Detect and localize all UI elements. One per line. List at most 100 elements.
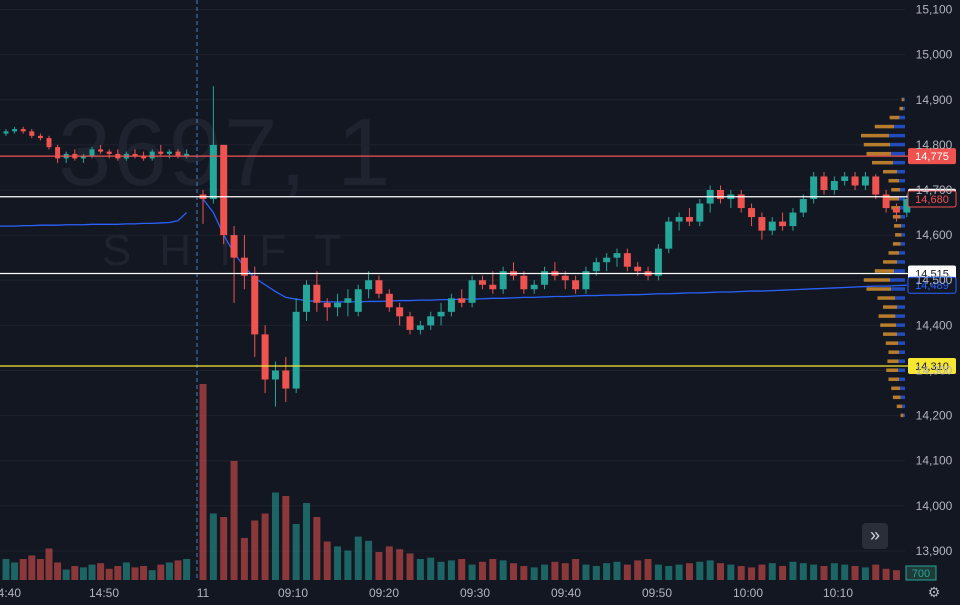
candle — [406, 316, 414, 330]
volume-bar — [872, 564, 880, 580]
volume-bar — [240, 538, 248, 580]
candle — [696, 203, 704, 222]
candle — [685, 217, 693, 222]
candle — [582, 271, 590, 290]
volume-bar — [2, 559, 10, 580]
candle — [737, 194, 745, 209]
candle — [106, 151, 112, 154]
candle — [789, 212, 797, 227]
volume-bar — [665, 566, 673, 580]
gear-icon[interactable]: ⚙ — [927, 584, 941, 600]
candle — [592, 262, 600, 272]
volume-bar — [36, 559, 44, 580]
volume-bar — [768, 563, 776, 580]
volume-bar — [334, 546, 342, 580]
volume-bar — [489, 559, 497, 580]
volume-bar — [851, 566, 859, 580]
volume-profile-bar — [894, 269, 905, 273]
volume-bar — [313, 517, 321, 580]
volume-profile-bar — [901, 224, 905, 228]
volume-bar — [131, 567, 139, 580]
volume-profile-bar — [898, 341, 905, 345]
candle — [489, 284, 497, 290]
volume-profile-bar — [886, 368, 899, 372]
y-tick-label: 13,900 — [916, 544, 953, 558]
volume-bar — [323, 541, 331, 580]
candle — [541, 271, 549, 285]
double-chevron-right-icon[interactable]: » — [862, 523, 888, 549]
volume-bar — [251, 520, 259, 580]
volume-bar — [447, 560, 455, 580]
volume-profile-bar — [891, 206, 900, 210]
candle — [882, 194, 890, 209]
candle — [892, 208, 900, 213]
volume-profile-bar — [896, 404, 902, 409]
y-tick-label: 15,100 — [916, 3, 953, 17]
volume-profile-bar — [895, 314, 905, 318]
candle — [141, 156, 147, 159]
volume-bar — [820, 566, 828, 580]
volume-profile-bar — [899, 178, 905, 183]
volume-bar — [437, 561, 445, 580]
volume-profile-bar — [903, 413, 905, 418]
volume-profile-bar — [878, 314, 896, 318]
volume-profile-bar — [898, 368, 905, 372]
volume-profile-bar — [863, 142, 890, 147]
volume-bar — [841, 564, 849, 580]
volume-profile-bar — [863, 278, 890, 282]
volume-bar — [385, 546, 393, 580]
volume-profile-bar — [888, 377, 899, 382]
volume-profile-bar — [883, 169, 897, 174]
candle — [851, 176, 859, 186]
volume-bar — [165, 562, 173, 580]
volume-profile-bar — [877, 296, 895, 300]
candle — [841, 176, 849, 181]
volume-bar — [148, 570, 156, 580]
volume-profile-bar — [894, 224, 901, 228]
volume-profile-bar — [889, 115, 900, 120]
volume-bar — [230, 461, 238, 580]
candle — [313, 284, 321, 303]
candle — [365, 280, 373, 290]
x-tick-label: 14:40 — [0, 586, 21, 600]
volume-profile-bar — [883, 305, 897, 309]
volume-profile-bar — [899, 251, 905, 255]
volume-bar — [88, 564, 96, 580]
volume-profile-bar — [888, 350, 899, 354]
x-tick-label: 09:20 — [369, 586, 399, 600]
y-tick-label: 14,900 — [916, 93, 953, 107]
volume-bar — [737, 566, 745, 580]
volume-profile-bar — [900, 242, 905, 246]
volume-profile-bar — [899, 106, 903, 111]
candle — [209, 144, 217, 200]
candle — [748, 208, 756, 218]
volume-profile-bar — [883, 260, 897, 264]
candle — [323, 302, 331, 308]
volume-profile-bar — [900, 413, 904, 418]
volume-profile-bar — [891, 188, 900, 192]
candle — [416, 325, 424, 330]
y-tick-label: 14,200 — [916, 409, 953, 423]
volume-profile-bar — [891, 287, 905, 291]
volume-bar — [19, 559, 27, 580]
volume-bar — [427, 557, 435, 580]
volume-bar — [396, 549, 404, 580]
volume-profile-bar — [899, 377, 905, 382]
price-level-label: 14,775 — [915, 151, 949, 163]
volume-bar — [416, 559, 424, 580]
volume-profile-bar — [893, 160, 905, 165]
volume-bar — [510, 563, 517, 580]
volume-bar — [261, 513, 269, 580]
volume-bar — [157, 564, 165, 580]
volume-bar — [634, 560, 642, 580]
candle — [166, 151, 172, 154]
volume-profile-bar — [888, 178, 899, 183]
volume-profile-bar — [903, 106, 905, 111]
volume-bar — [520, 566, 528, 580]
candle — [665, 221, 673, 249]
candle — [623, 253, 631, 267]
y-tick-label: 15,000 — [916, 48, 953, 62]
volume-bar — [271, 492, 279, 580]
